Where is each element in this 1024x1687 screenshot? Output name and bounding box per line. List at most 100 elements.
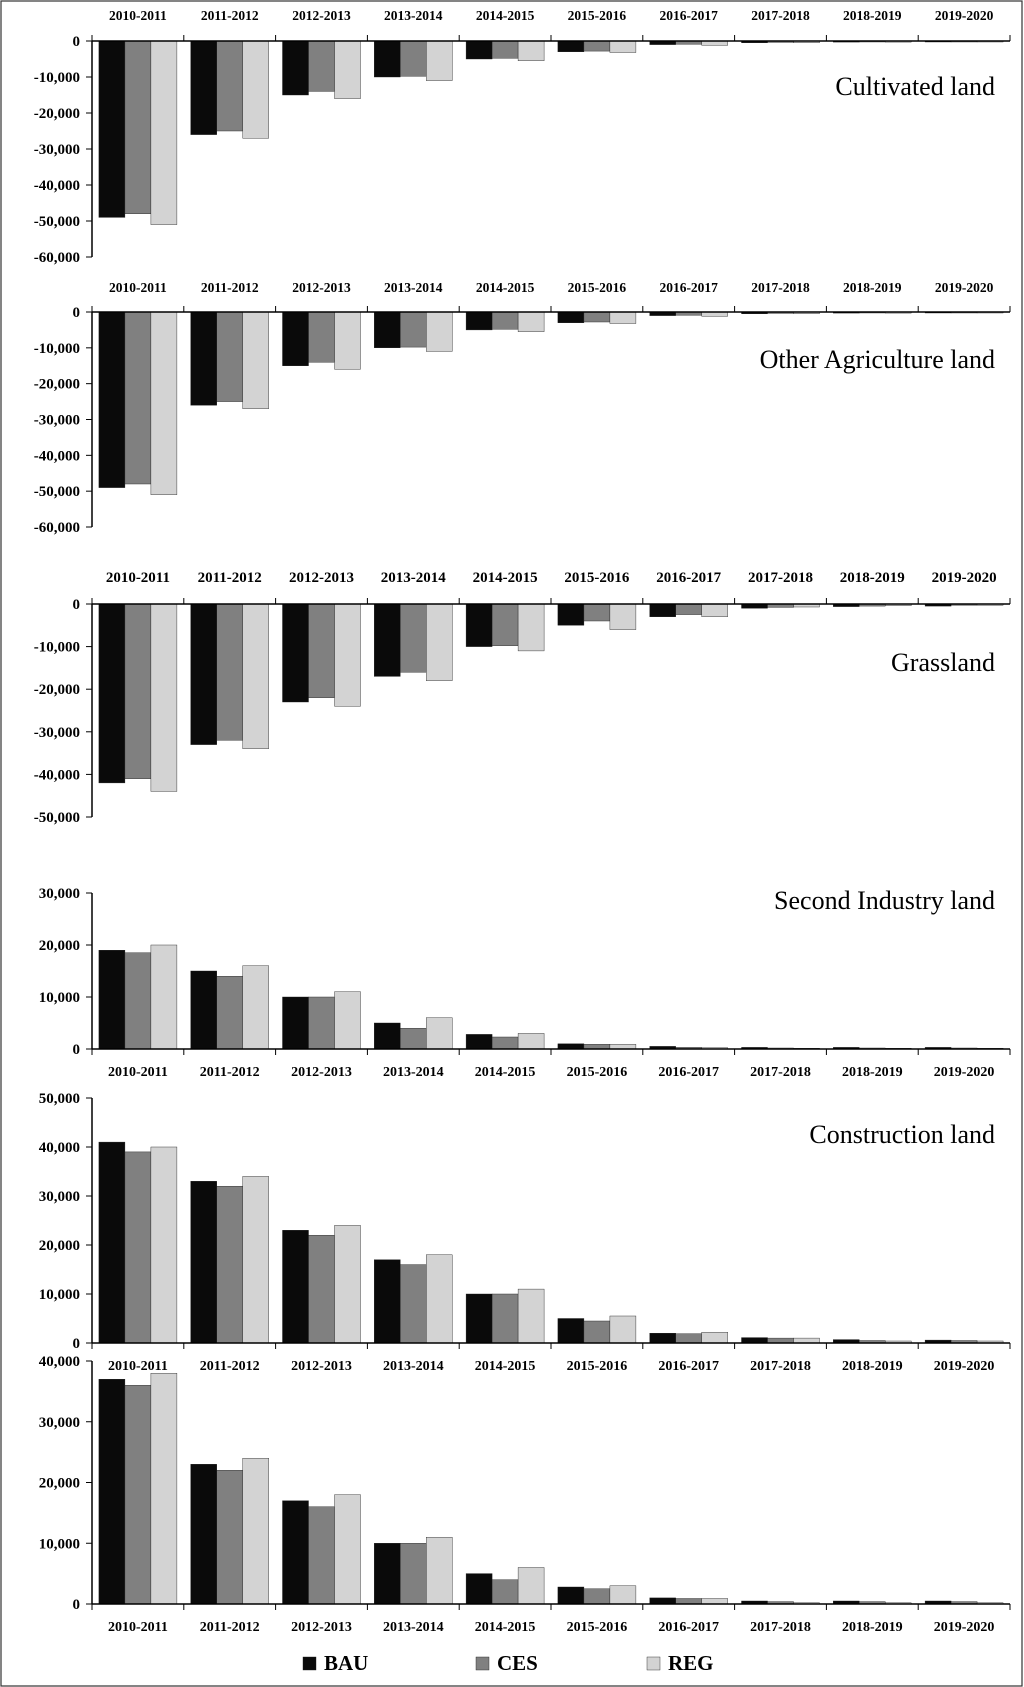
bar-ces-2011-2012 [216,603,243,741]
bar-reg-2013-2014 [426,1254,453,1344]
x-tick-label: 2012-2013 [289,570,354,586]
x-tick-label: 2013-2014 [384,8,443,23]
bar-bau-2017-2018 [741,1337,768,1344]
x-tick-label: 2010-2011 [108,1359,168,1374]
bar-ces-2013-2014 [400,1027,427,1050]
bar-bau-2012-2013 [282,1500,309,1605]
bar-reg-2014-2015 [517,1567,545,1605]
bar-bau-2014-2015 [465,1034,493,1050]
x-tick-label: 2018-2019 [843,280,902,295]
chart-title: Construction land [809,1120,995,1149]
y-tick-label: 10,000 [39,1536,80,1552]
x-tick-label: 2010-2011 [106,570,170,586]
bar-ces-2012-2013 [308,1234,335,1344]
x-tick-label: 2011-2012 [198,570,262,586]
y-tick-label: 0 [73,1042,81,1058]
bar-bau-2011-2012 [190,40,217,135]
x-tick-label: 2013-2014 [383,1065,444,1080]
x-tick-label: 2014-2015 [475,1620,536,1635]
x-tick-label: 2014-2015 [476,8,535,23]
bar-ces-2013-2014 [400,1543,427,1605]
bar-ces-2012-2013 [308,603,335,698]
bar-reg-2016-2017 [701,1598,728,1605]
x-tick-label: 2016-2017 [658,1065,719,1080]
x-tick-label: 2015-2016 [564,570,629,586]
bar-bau-2010-2011 [98,1141,126,1344]
x-tick-label: 2011-2012 [201,8,259,23]
x-tick-label: 2011-2012 [200,1065,260,1080]
y-tick-label: -50,000 [34,484,80,500]
x-tick-label: 2017-2018 [748,570,813,586]
x-tick-label: 2014-2015 [476,280,535,295]
bar-reg-2010-2011 [150,944,178,1050]
y-tick-label: 10,000 [39,1287,80,1303]
x-tick-label: 2019-2020 [935,8,994,23]
bar-reg-2012-2013 [334,1225,361,1344]
bar-reg-2010-2011 [150,603,178,792]
bar-bau-2015-2016 [557,1318,585,1344]
y-tick-label: 20,000 [39,938,80,954]
x-tick-label: 2017-2018 [751,280,810,295]
x-tick-label: 2010-2011 [108,1065,168,1080]
bar-reg-2015-2016 [609,311,637,324]
bar-bau-2015-2016 [557,311,585,324]
y-tick-label: 0 [73,1336,81,1352]
bar-reg-2013-2014 [426,1536,453,1605]
x-tick-label: 2011-2012 [200,1620,260,1635]
bar-bau-2014-2015 [465,603,493,647]
bar-bau-2010-2011 [98,40,126,218]
chart-panel-5: 0 10,000 20,000 30,000 40,000 50,000 2010-2011… [39,1091,1011,1374]
x-tick-label: 2014-2015 [473,570,538,586]
chart-panel-6: 0 10,000 20,000 30,000 40,000 2010-2011 2011-2… [39,1354,1011,1635]
bar-reg-2010-2011 [150,1372,178,1605]
x-tick-label: 2015-2016 [567,1620,628,1635]
bar-ces-2011-2012 [216,1185,243,1344]
x-tick-label: 2012-2013 [291,1359,352,1374]
bar-reg-2014-2015 [517,311,545,332]
bar-reg-2011-2012 [242,1457,269,1605]
y-tick-label: -20,000 [34,682,80,698]
bar-ces-2010-2011 [124,1151,152,1344]
bar-bau-2011-2012 [190,311,217,406]
bar-ces-2011-2012 [216,311,243,402]
x-tick-label: 2013-2014 [383,1620,444,1635]
bar-reg-2014-2015 [517,40,545,61]
bar-reg-2012-2013 [334,40,361,99]
x-tick-label: 2018-2019 [843,8,902,23]
y-tick-label: -30,000 [34,725,80,741]
bar-ces-2014-2015 [491,40,519,59]
x-tick-label: 2012-2013 [291,1620,352,1635]
legend-label-ces: CES [497,1651,538,1675]
bar-reg-2011-2012 [242,1176,269,1344]
x-tick-label: 2017-2018 [750,1359,811,1374]
bar-bau-2014-2015 [465,1293,493,1344]
bar-reg-2015-2016 [609,1585,637,1605]
bar-bau-2010-2011 [98,603,126,784]
x-tick-label: 2010-2011 [109,280,167,295]
x-tick-label: 2018-2019 [842,1065,903,1080]
bar-reg-2012-2013 [334,991,361,1050]
bar-ces-2015-2016 [583,1320,611,1344]
bar-ces-2013-2014 [400,311,427,348]
x-tick-label: 2015-2016 [567,1359,628,1374]
y-tick-label: 40,000 [39,1354,80,1370]
bar-ces-2015-2016 [583,1588,611,1605]
x-tick-label: 2012-2013 [292,280,351,295]
bar-ces-2014-2015 [491,1579,519,1605]
bar-reg-2010-2011 [150,40,178,225]
x-tick-label: 2013-2014 [381,570,446,586]
y-tick-label: 0 [73,597,81,613]
bar-ces-2010-2011 [124,952,152,1050]
legend-swatch-reg [646,1656,661,1671]
y-tick-label: 30,000 [39,1415,80,1431]
x-tick-label: 2013-2014 [383,1359,444,1374]
bar-bau-2011-2012 [190,1464,217,1605]
y-tick-label: 30,000 [39,886,80,902]
bar-reg-2015-2016 [609,603,637,630]
bar-reg-2011-2012 [242,603,269,750]
chart-panel-4: 0 10,000 20,000 30,000 2010-2011 2011-2012 201… [39,886,1011,1080]
y-tick-label: 0 [73,34,81,50]
x-tick-label: 2017-2018 [751,8,810,23]
bar-ces-2016-2017 [675,603,702,615]
bar-reg-2011-2012 [242,40,269,139]
